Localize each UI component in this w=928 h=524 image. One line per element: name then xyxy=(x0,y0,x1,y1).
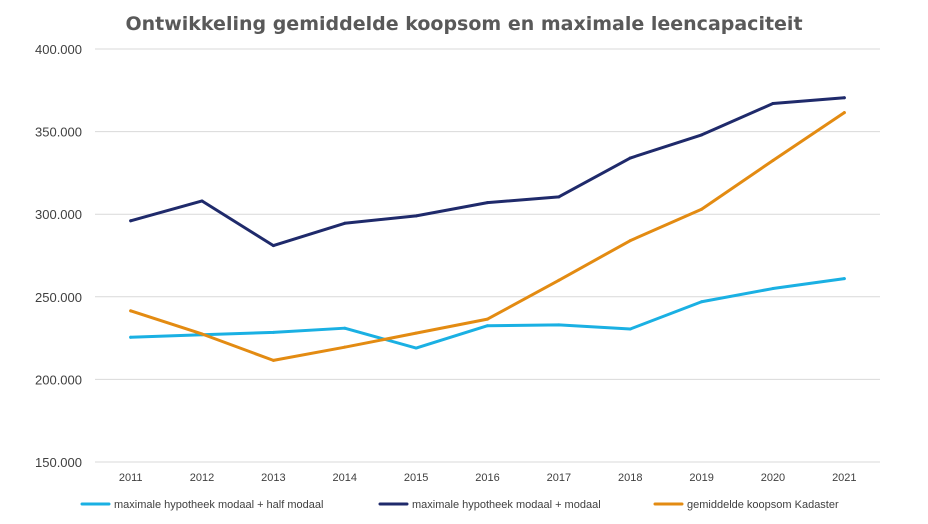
data-point xyxy=(271,358,275,362)
x-tick-label: 2021 xyxy=(832,472,856,484)
x-tick-label: 2020 xyxy=(761,472,785,484)
data-point xyxy=(842,111,846,115)
x-tick-label: 2017 xyxy=(547,472,571,484)
x-tick-label: 2016 xyxy=(475,472,499,484)
data-point xyxy=(271,244,275,248)
y-tick-label: 350.000 xyxy=(35,125,82,140)
data-point xyxy=(557,323,561,327)
y-axis-ticks: 150.000 200.000 250.000 300.000 350.000 400.0… xyxy=(35,42,82,470)
gridlines xyxy=(95,48,880,463)
x-tick-label: 2015 xyxy=(404,472,428,484)
data-point xyxy=(200,332,204,336)
data-point xyxy=(557,278,561,282)
data-point xyxy=(271,330,275,334)
x-tick-label: 2012 xyxy=(190,472,214,484)
x-tick-label: 2019 xyxy=(689,472,713,484)
chart-title: Ontwikkeling gemiddelde koopsom en maxim… xyxy=(125,13,802,35)
data-point xyxy=(343,326,347,330)
legend-label: maximale hypotheek modaal + modaal xyxy=(412,499,601,511)
data-point xyxy=(129,219,133,223)
data-point xyxy=(414,214,418,218)
y-tick-label: 400.000 xyxy=(35,42,82,57)
x-tick-label: 2014 xyxy=(333,472,357,484)
legend-label: maximale hypotheek modaal + half modaal xyxy=(114,499,323,511)
y-tick-label: 300.000 xyxy=(35,207,82,222)
data-point xyxy=(129,335,133,339)
data-point xyxy=(200,199,204,203)
data-point xyxy=(486,317,489,321)
series-line-3 xyxy=(129,111,846,362)
data-point xyxy=(486,201,489,205)
data-point xyxy=(129,309,133,313)
data-point xyxy=(628,156,632,160)
legend-label: gemiddelde koopsom Kadaster xyxy=(687,499,839,511)
data-point xyxy=(842,96,846,100)
x-tick-label: 2013 xyxy=(261,472,285,484)
data-point xyxy=(628,327,632,331)
data-point xyxy=(414,346,418,350)
series-line-1 xyxy=(129,277,846,350)
data-point xyxy=(842,277,846,281)
data-point xyxy=(414,331,418,335)
data-point xyxy=(700,207,704,211)
y-tick-label: 250.000 xyxy=(35,290,82,305)
series-line-2 xyxy=(129,96,846,248)
data-point xyxy=(628,239,632,243)
data-point xyxy=(486,324,489,328)
data-point xyxy=(700,133,704,137)
data-point xyxy=(771,159,775,163)
legend: maximale hypotheek modaal + half modaal m… xyxy=(80,499,839,511)
data-point xyxy=(771,287,775,291)
data-point xyxy=(343,345,347,349)
data-point xyxy=(771,102,775,106)
data-point xyxy=(343,221,347,225)
series-lines xyxy=(129,96,846,362)
x-tick-label: 2011 xyxy=(119,472,143,484)
x-tick-label: 2018 xyxy=(618,472,642,484)
data-point xyxy=(700,300,704,304)
y-tick-label: 150.000 xyxy=(35,455,82,470)
y-tick-label: 200.000 xyxy=(35,372,82,387)
x-axis-ticks: 2011 2012 2013 2014 2015 2016 2017 2018 2019 2020… xyxy=(119,472,857,484)
data-point xyxy=(557,195,561,199)
